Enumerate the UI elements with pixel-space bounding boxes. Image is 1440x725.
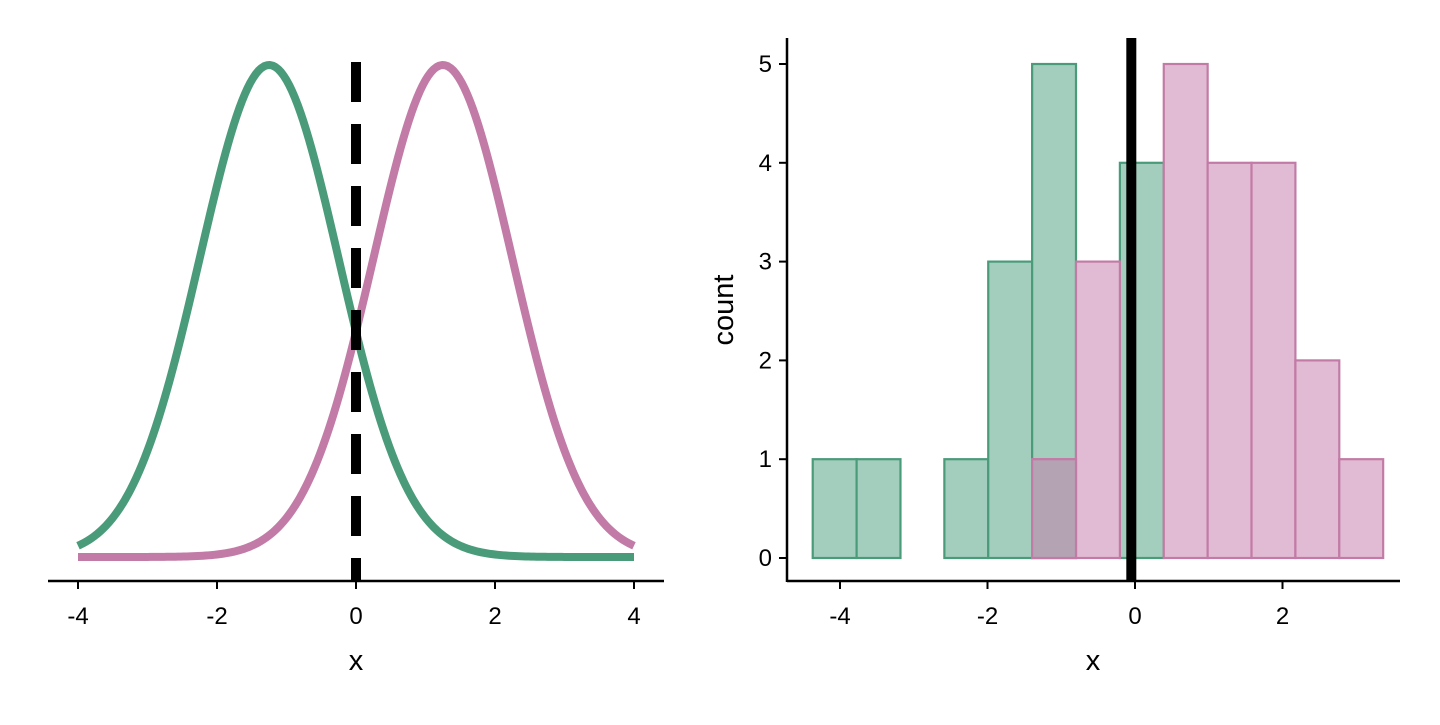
histogram-bar-pink <box>1338 458 1385 560</box>
density-x-tick-label: -4 <box>67 603 88 630</box>
histogram-bar-pink <box>1206 161 1253 560</box>
histogram-bar-green <box>855 458 902 560</box>
density-x-ticks: -4 -2 0 2 4 <box>67 581 641 630</box>
histogram-bar-green <box>811 458 858 560</box>
histogram-y-tick-label: 1 <box>759 446 772 473</box>
histogram-y-axis-label: count <box>708 275 740 346</box>
histogram-x-tick-label: 0 <box>1128 603 1141 630</box>
histogram-y-tick-label: 3 <box>759 249 772 276</box>
histogram-bar-pink <box>1074 260 1121 560</box>
histogram-y-tick-label: 2 <box>759 347 772 374</box>
histogram-x-ticks: -4 -2 0 2 <box>829 581 1289 630</box>
histogram-y-tick-label: 4 <box>759 150 772 177</box>
density-panel: -4 -2 0 2 4 x <box>48 61 664 677</box>
histogram-y-tick-label: 0 <box>759 545 772 572</box>
histogram-bar-green <box>943 458 990 560</box>
density-x-tick-label: 4 <box>627 603 640 630</box>
histogram-bar-pink <box>1162 62 1209 560</box>
density-x-axis-label: x <box>349 645 364 677</box>
density-x-tick-label: 2 <box>488 603 501 630</box>
histogram-bars <box>811 62 1385 560</box>
histogram-bar-green <box>987 260 1034 560</box>
histogram-panel: -4 -2 0 2 0 1 2 3 4 5 x count <box>708 38 1400 677</box>
histogram-x-tick-label: 2 <box>1276 603 1289 630</box>
histogram-bar-overlap <box>1031 458 1078 560</box>
histogram-x-tick-label: -2 <box>977 603 998 630</box>
density-x-tick-label: -2 <box>206 603 227 630</box>
histogram-bar-pink <box>1250 161 1297 560</box>
histogram-y-tick-label: 5 <box>759 51 772 78</box>
density-x-tick-label: 0 <box>349 603 362 630</box>
histogram-y-ticks: 0 1 2 3 4 5 <box>759 51 787 572</box>
histogram-x-tick-label: -4 <box>829 603 850 630</box>
histogram-bar-pink <box>1294 359 1341 560</box>
histogram-x-axis-label: x <box>1086 645 1101 677</box>
